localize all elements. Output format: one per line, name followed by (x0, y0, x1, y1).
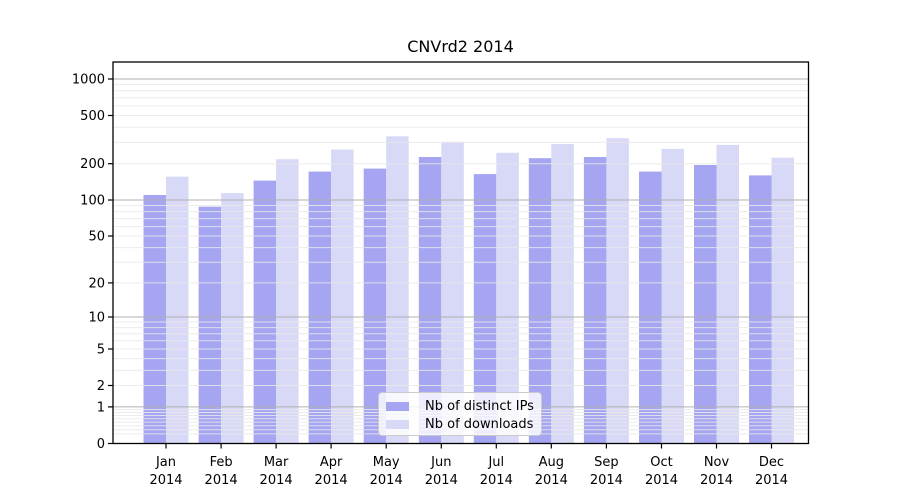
bar-nb-of-distinct-ips-aug (528, 158, 552, 444)
legend-label-distinct-ips: Nb of distinct IPs (425, 398, 534, 414)
bar-nb-of-distinct-ips-oct (639, 171, 662, 444)
x-tick-label-month: Dec (759, 455, 784, 470)
bar-nb-of-downloads-sep (606, 138, 629, 444)
y-tick-label: 1000 (72, 73, 105, 88)
legend-item-distinct-ips: Nb of distinct IPs (386, 397, 541, 415)
chart-title: CNVrd2 2014 (407, 37, 514, 56)
bar-nb-of-downloads-jun (441, 141, 464, 444)
bar-nb-of-downloads-dec (771, 157, 794, 444)
bar-nb-of-distinct-ips-jun (418, 157, 442, 444)
bar-nb-of-distinct-ips-jan (143, 195, 166, 444)
legend-label-downloads: Nb of downloads (425, 416, 534, 432)
bar-nb-of-distinct-ips-may (363, 168, 387, 444)
bar-nb-of-downloads-apr (331, 149, 354, 444)
bar-nb-of-distinct-ips-mar (253, 180, 277, 444)
bar-nb-of-downloads-oct (661, 148, 684, 444)
plot-border (112, 61, 810, 445)
y-tick-label: 10 (88, 311, 105, 326)
x-tick-label-year: 2014 (370, 473, 403, 488)
bar-nb-of-downloads-mar (276, 159, 299, 444)
x-tick-label-year: 2014 (425, 473, 458, 488)
bar-nb-of-distinct-ips-jul (473, 174, 497, 444)
x-tick-label-month: May (373, 455, 400, 470)
x-tick-label-year: 2014 (755, 473, 788, 488)
bar-nb-of-distinct-ips-apr (308, 171, 332, 444)
x-tick-label-month: Sep (594, 455, 619, 470)
y-tick-label: 0 (97, 437, 105, 452)
legend-swatch-distinct-ips-icon (386, 401, 409, 411)
x-tick-label-month: Mar (264, 455, 289, 470)
x-tick-label-year: 2014 (149, 473, 182, 488)
bar-nb-of-distinct-ips-sep (583, 157, 607, 444)
y-tick-label: 2 (97, 379, 105, 394)
bar-nb-of-downloads-aug (551, 144, 574, 444)
x-tick-label-month: Jul (487, 455, 504, 470)
x-tick-label-month: Jan (155, 455, 176, 470)
x-tick-label-year: 2014 (315, 473, 348, 488)
y-tick-label: 200 (80, 157, 105, 172)
legend-item-downloads: Nb of downloads (386, 415, 541, 433)
bar-nb-of-downloads-feb (221, 193, 244, 444)
x-tick-label-month: Jun (430, 455, 451, 470)
x-tick-label-month: Apr (320, 455, 343, 470)
x-tick-label-year: 2014 (590, 473, 623, 488)
bar-nb-of-downloads-may (386, 136, 409, 444)
bar-nb-of-distinct-ips-dec (749, 175, 772, 444)
y-tick-label: 100 (80, 194, 105, 209)
bar-nb-of-distinct-ips-feb (198, 206, 222, 444)
y-tick-label: 500 (80, 109, 105, 124)
x-tick-label-year: 2014 (480, 473, 513, 488)
y-tick-label: 1 (97, 400, 105, 415)
y-tick-label: 5 (97, 343, 105, 358)
y-tick-label: 20 (88, 276, 105, 291)
x-axis: Jan 2014 Feb 2014 Mar 2014 Apr 2014 May 2014 Jun 20… (149, 443, 788, 488)
x-tick-label-year: 2014 (260, 473, 293, 488)
y-axis: 0 1 2 5 10 20 50 100 200 500 1000 (72, 73, 113, 452)
y-tick-label: 50 (88, 230, 105, 245)
x-tick-label-year: 2014 (205, 473, 238, 488)
x-tick-label-month: Nov (704, 455, 730, 470)
x-tick-label-year: 2014 (535, 473, 568, 488)
bars-layer (143, 136, 794, 444)
x-tick-label-month: Feb (210, 455, 233, 470)
bar-nb-of-downloads-nov (716, 144, 739, 444)
x-tick-label-month: Oct (650, 455, 672, 470)
bar-nb-of-distinct-ips-nov (694, 165, 717, 444)
x-tick-label-year: 2014 (645, 473, 678, 488)
x-tick-label-month: Aug (539, 455, 564, 470)
x-tick-label-year: 2014 (700, 473, 733, 488)
bar-nb-of-downloads-jan (166, 176, 189, 444)
legend: Nb of distinct IPs Nb of downloads (378, 392, 542, 436)
legend-swatch-downloads-icon (386, 419, 409, 429)
